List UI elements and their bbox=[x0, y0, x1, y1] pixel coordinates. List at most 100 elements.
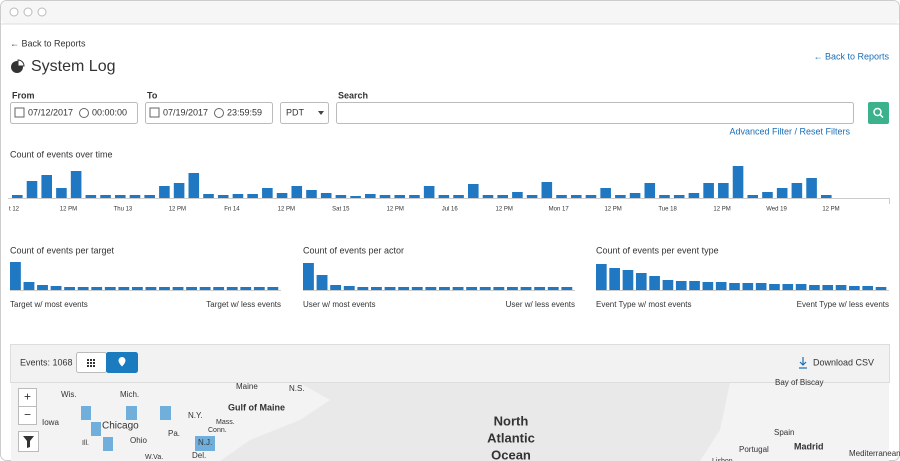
x-tick-label: 12 PM bbox=[822, 207, 839, 213]
bar bbox=[876, 287, 887, 290]
bar bbox=[132, 287, 143, 290]
bar bbox=[317, 275, 328, 290]
x-tick-label: t 12 bbox=[9, 207, 20, 213]
bar bbox=[493, 287, 504, 290]
bar bbox=[792, 183, 803, 198]
x-tick-label: 12 PM bbox=[604, 207, 621, 213]
bar bbox=[623, 270, 634, 290]
map-label: Wis. bbox=[61, 390, 77, 399]
bar bbox=[365, 194, 376, 198]
bar bbox=[200, 287, 211, 290]
bar bbox=[809, 285, 820, 290]
bar bbox=[227, 287, 238, 290]
x-tick-label: Tue 18 bbox=[658, 207, 677, 213]
bar bbox=[439, 195, 450, 198]
bar bbox=[483, 195, 494, 198]
download-csv[interactable]: Download CSV bbox=[813, 357, 874, 367]
bar bbox=[130, 195, 141, 198]
bar bbox=[439, 287, 450, 290]
back-link-right[interactable]: ← Back to Reports bbox=[813, 51, 889, 61]
events-toolbar bbox=[11, 345, 890, 383]
bar bbox=[41, 175, 52, 198]
bar bbox=[344, 286, 355, 290]
bar bbox=[371, 287, 382, 290]
map-label: N.S. bbox=[289, 384, 305, 393]
map-label: Mich. bbox=[120, 390, 139, 399]
chart-title: Count of events per event type bbox=[596, 245, 719, 255]
bar bbox=[762, 192, 773, 198]
bar bbox=[718, 183, 729, 198]
map-label: Mediterranean bbox=[849, 449, 900, 458]
map-label: Conn. bbox=[208, 427, 227, 434]
bar bbox=[425, 287, 436, 290]
bar bbox=[357, 287, 368, 290]
bar bbox=[453, 287, 464, 290]
bar bbox=[240, 287, 251, 290]
bar bbox=[409, 195, 420, 198]
bar bbox=[213, 287, 224, 290]
bar bbox=[262, 188, 273, 198]
bar bbox=[189, 173, 200, 198]
bar bbox=[173, 287, 184, 290]
bar bbox=[412, 287, 423, 290]
bar bbox=[689, 193, 700, 198]
search-label: Search bbox=[338, 90, 368, 100]
bar bbox=[398, 287, 409, 290]
bar bbox=[649, 276, 660, 290]
bar bbox=[91, 287, 102, 290]
x-tick-label: Wed 19 bbox=[766, 207, 787, 213]
map-label: Mass. bbox=[216, 419, 235, 426]
bar bbox=[756, 283, 767, 290]
map-label: Ill. bbox=[82, 440, 89, 447]
bar bbox=[186, 287, 197, 290]
bar bbox=[466, 287, 477, 290]
bar bbox=[144, 195, 155, 198]
map-label: Del. bbox=[192, 451, 206, 460]
bar bbox=[497, 195, 508, 198]
bar bbox=[689, 281, 700, 290]
x-tick-label: 12 PM bbox=[387, 207, 404, 213]
bar bbox=[703, 183, 714, 198]
x-tick-label: Jul 16 bbox=[442, 207, 459, 213]
bar bbox=[56, 188, 67, 198]
bar bbox=[733, 166, 744, 198]
bar bbox=[796, 284, 807, 290]
bar bbox=[769, 284, 780, 290]
bar bbox=[115, 195, 126, 198]
to-time: 23:59:59 bbox=[227, 107, 262, 117]
x-tick-label: 12 PM bbox=[278, 207, 295, 213]
bar bbox=[37, 285, 48, 290]
bar bbox=[729, 283, 740, 290]
bar bbox=[254, 287, 265, 290]
bar bbox=[385, 287, 396, 290]
from-time: 00:00:00 bbox=[92, 107, 127, 117]
bar bbox=[674, 195, 685, 198]
bar bbox=[512, 192, 523, 198]
bar bbox=[806, 178, 817, 198]
search-button[interactable] bbox=[868, 102, 889, 124]
search-input[interactable] bbox=[337, 103, 854, 124]
bar bbox=[609, 268, 620, 290]
back-link[interactable]: ← Back to Reports bbox=[10, 38, 86, 48]
bar bbox=[78, 287, 89, 290]
bar bbox=[703, 282, 714, 290]
from-date: 07/12/2017 bbox=[28, 107, 73, 117]
map-label: Iowa bbox=[42, 418, 59, 427]
grid-icon bbox=[87, 359, 95, 367]
bar bbox=[218, 195, 229, 198]
x-tick-label: Mon 17 bbox=[549, 207, 570, 213]
advanced-filter-link[interactable]: Advanced Filter / Reset Filters bbox=[729, 126, 850, 136]
bar bbox=[534, 287, 545, 290]
x-tick-label: 12 PM bbox=[713, 207, 730, 213]
window-button[interactable] bbox=[10, 8, 18, 16]
title-bar bbox=[1, 1, 899, 24]
bar bbox=[394, 195, 405, 198]
bar bbox=[586, 195, 597, 198]
window-button[interactable] bbox=[24, 8, 32, 16]
bar bbox=[291, 186, 302, 198]
window-button[interactable] bbox=[38, 8, 46, 16]
bar bbox=[380, 195, 391, 198]
zoom-in: + bbox=[24, 390, 31, 404]
bar bbox=[777, 188, 788, 198]
